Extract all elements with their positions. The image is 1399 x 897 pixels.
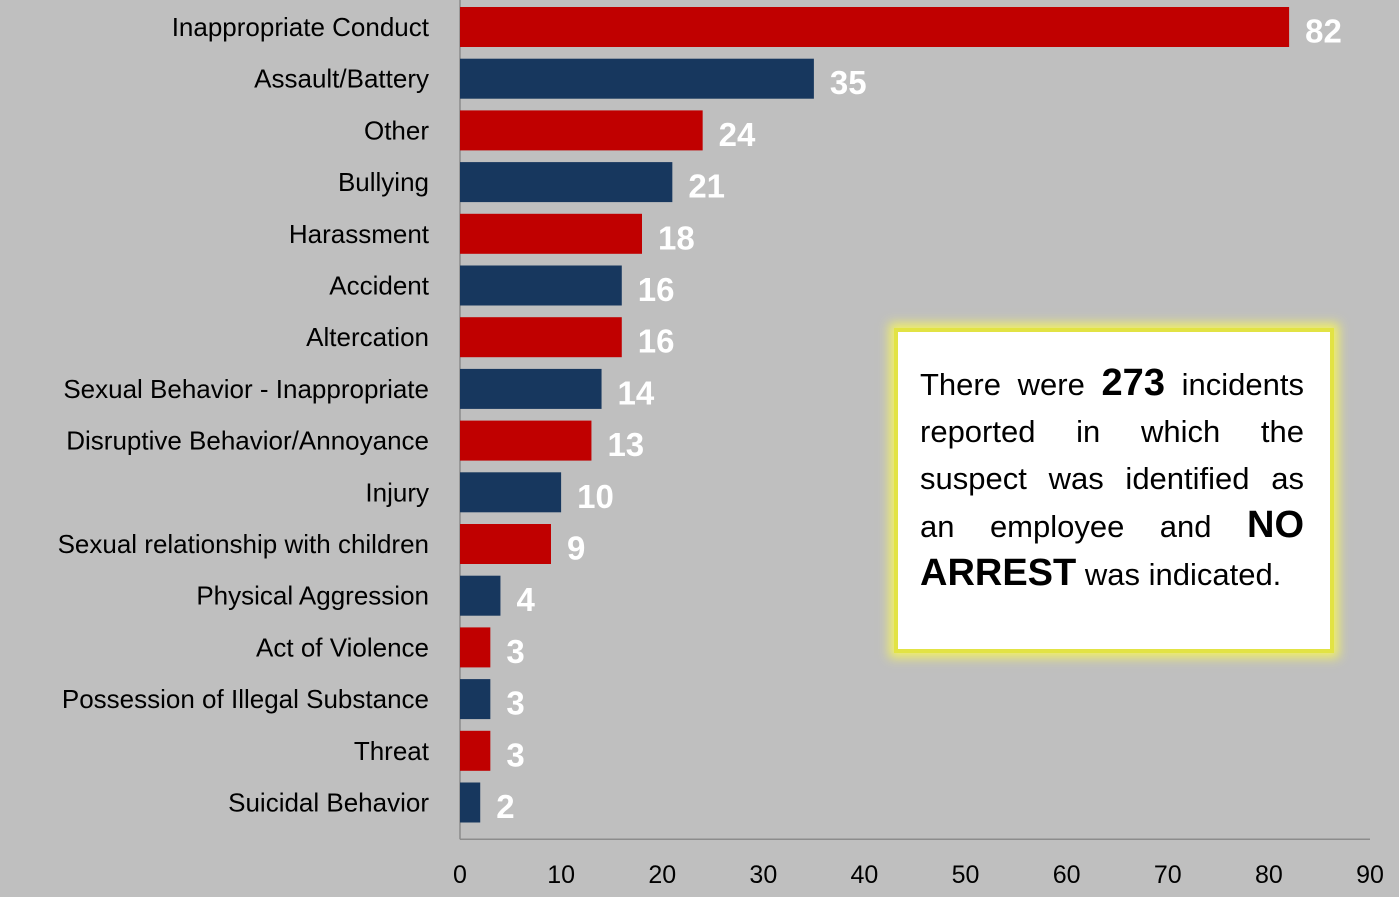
bar-14 — [460, 679, 491, 720]
bar-12 — [460, 575, 501, 616]
category-label-1: Inappropriate Conduct — [172, 12, 430, 42]
x-tick-label-0: 0 — [453, 861, 467, 889]
category-label-12: Physical Aggression — [196, 581, 429, 611]
bar-5 — [460, 213, 642, 254]
x-tick-label-20: 20 — [648, 861, 676, 889]
value-label-11: 9 — [567, 530, 585, 567]
category-label-2: Assault/Battery — [254, 64, 429, 94]
value-label-14: 3 — [506, 685, 524, 722]
bar-7 — [460, 317, 622, 358]
category-label-10: Injury — [365, 477, 429, 507]
category-label-13: Act of Violence — [256, 632, 429, 662]
value-label-10: 10 — [577, 478, 614, 515]
x-tick-label-70: 70 — [1154, 861, 1182, 889]
bar-1 — [460, 7, 1290, 47]
bar-9 — [460, 420, 592, 461]
category-label-11: Sexual relationship with children — [58, 529, 429, 559]
bar-8 — [460, 368, 602, 409]
callout-text-end: was indicated. — [1076, 557, 1282, 592]
bar-2 — [460, 58, 814, 99]
x-tick-label-30: 30 — [749, 861, 777, 889]
category-label-5: Harassment — [289, 219, 430, 249]
bar-15 — [460, 730, 491, 771]
callout-incident-count: 273 — [1101, 362, 1165, 404]
callout-text-intro: There were — [920, 367, 1102, 402]
x-tick-label-10: 10 — [547, 861, 575, 889]
value-label-9: 13 — [607, 426, 644, 463]
value-label-2: 35 — [830, 64, 867, 101]
callout-no-arrest: NO ARREST — [920, 504, 1304, 594]
x-tick-label-90: 90 — [1356, 861, 1384, 889]
value-label-1: 82 — [1305, 13, 1342, 50]
bar-3 — [460, 110, 703, 151]
bar-6 — [460, 265, 622, 306]
value-label-5: 18 — [658, 219, 695, 256]
value-label-13: 3 — [506, 633, 524, 670]
x-tick-label-50: 50 — [952, 861, 980, 889]
callout-text-middle: incidents reported in which the suspect … — [920, 367, 1304, 544]
category-label-3: Other — [364, 115, 429, 145]
value-label-15: 3 — [506, 736, 524, 773]
bar-13 — [460, 627, 491, 668]
x-tick-label-60: 60 — [1053, 861, 1081, 889]
category-label-4: Bullying — [338, 167, 429, 197]
category-label-7: Altercation — [306, 322, 429, 352]
bar-11 — [460, 524, 551, 564]
x-tick-label-40: 40 — [851, 861, 879, 889]
value-label-4: 21 — [688, 168, 725, 205]
value-label-6: 16 — [638, 271, 675, 308]
category-label-8: Sexual Behavior - Inappropriate — [63, 374, 429, 404]
value-label-7: 16 — [638, 323, 675, 360]
bar-4 — [460, 162, 673, 203]
value-label-8: 14 — [618, 374, 655, 411]
value-label-16: 2 — [496, 788, 514, 825]
value-label-12: 4 — [516, 581, 535, 618]
category-label-15: Threat — [354, 736, 430, 766]
category-label-6: Accident — [329, 271, 429, 301]
category-label-9: Disruptive Behavior/Annoyance — [66, 426, 429, 456]
incident-summary-callout: There were 273 incidents reported in whi… — [894, 328, 1334, 653]
bar-16 — [460, 782, 481, 823]
x-tick-label-80: 80 — [1255, 861, 1283, 889]
category-label-14: Possession of Illegal Substance — [62, 684, 429, 714]
value-label-3: 24 — [719, 116, 756, 153]
category-label-16: Suicidal Behavior — [228, 788, 429, 818]
bar-10 — [460, 472, 562, 513]
